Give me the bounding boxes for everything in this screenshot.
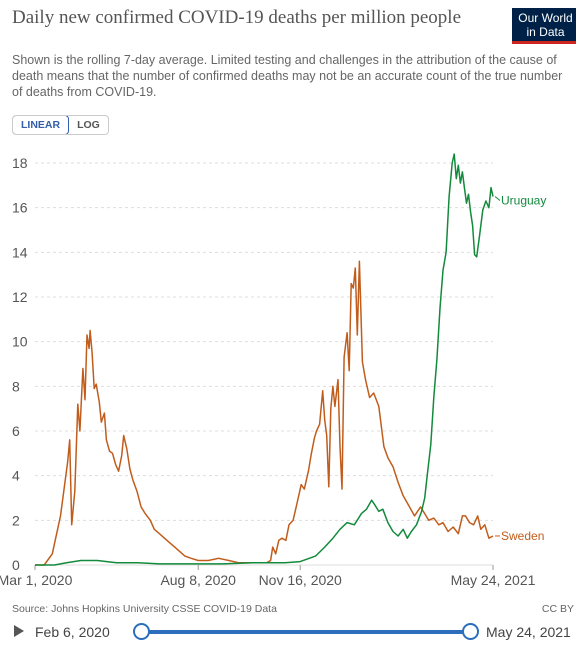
series-lines	[35, 153, 494, 566]
y-axis-ticks: 0 2 4 6 8 10 12 14 16 18	[12, 155, 28, 573]
x-tick-label: Aug 8, 2020	[160, 572, 236, 588]
y-tick-label: 18	[12, 155, 28, 171]
owid-logo[interactable]: Our World in Data	[512, 8, 576, 44]
chart-subtitle: Shown is the rolling 7-day average. Limi…	[12, 53, 563, 99]
timeline-start-handle[interactable]	[133, 623, 150, 640]
x-tick-label: Mar 1, 2020	[0, 572, 73, 588]
timeline-end-date: May 24, 2021	[486, 624, 571, 640]
license-link[interactable]: CC BY	[541, 603, 574, 615]
grid-lines	[35, 162, 493, 566]
series-labels: Sweden Uruguay	[494, 194, 546, 543]
timeline-end-handle[interactable]	[462, 623, 479, 640]
y-tick-label: 2	[12, 512, 20, 528]
logo-line-1: Our World	[518, 11, 573, 25]
line-chart: 0 2 4 6 8 10 12 14 16 18 Mar 1, 2020 Aug 8, 2020 No…	[0, 153, 546, 588]
chart-title: Daily new confirmed COVID-19 deaths per …	[12, 7, 462, 28]
x-tick-label: Nov 16, 2020	[259, 572, 342, 588]
y-tick-label: 8	[12, 378, 20, 394]
sweden-label: Sweden	[501, 529, 544, 543]
logo-line-2: in Data	[526, 25, 565, 39]
source-note[interactable]: Source: Johns Hopkins University CSSE CO…	[12, 603, 277, 615]
linear-scale-button[interactable]: LINEAR	[12, 116, 70, 134]
uruguay-label: Uruguay	[501, 194, 546, 208]
y-tick-label: 6	[12, 423, 20, 439]
x-axis-ticks: Mar 1, 2020 Aug 8, 2020 Nov 16, 2020 May 24…	[0, 565, 536, 588]
y-tick-label: 4	[12, 468, 20, 484]
sweden-line	[35, 260, 494, 566]
y-tick-label: 12	[12, 289, 28, 305]
y-tick-label: 10	[12, 334, 28, 350]
y-tick-label: 16	[12, 200, 28, 216]
timeline: Feb 6, 2020 May 24, 2021	[0, 618, 588, 646]
timeline-track[interactable]	[140, 630, 470, 634]
uruguay-line	[35, 153, 494, 566]
play-icon[interactable]	[14, 625, 24, 637]
uruguay-label-connector	[494, 196, 501, 201]
log-scale-button[interactable]: LOG	[77, 119, 100, 131]
scale-toggle: LINEAR LOG	[12, 115, 109, 135]
y-tick-label: 14	[12, 244, 28, 260]
timeline-start-date: Feb 6, 2020	[35, 624, 110, 640]
y-tick-label: 0	[12, 557, 20, 573]
x-tick-label: May 24, 2021	[451, 572, 536, 588]
